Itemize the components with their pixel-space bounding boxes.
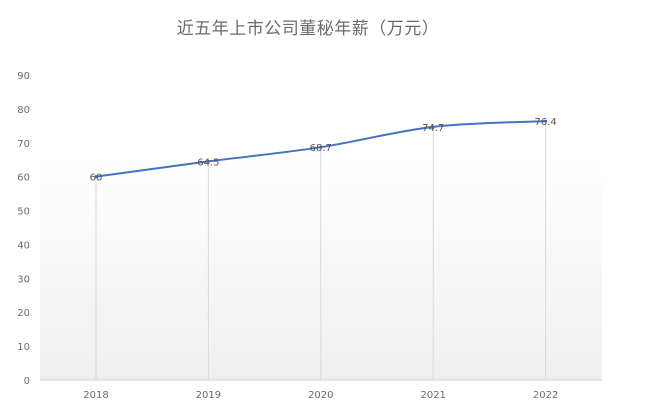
x-tick-label: 2021: [420, 390, 445, 401]
data-label: 74.7: [422, 123, 444, 134]
y-tick-label: 60: [17, 173, 30, 184]
chart-title: 近五年上市公司董秘年薪（万元）: [176, 19, 440, 39]
y-tick-label: 10: [17, 342, 30, 353]
x-tick-label: 2018: [83, 390, 108, 401]
data-point: [319, 145, 323, 149]
data-point: [94, 175, 98, 179]
x-tick-label: 2020: [308, 390, 333, 401]
y-tick-label: 50: [17, 207, 30, 218]
y-tick-label: 70: [17, 139, 30, 150]
data-point: [206, 159, 210, 163]
data-label: 68.7: [310, 143, 332, 154]
y-tick-label: 30: [17, 274, 30, 285]
data-label: 60: [90, 173, 103, 184]
data-point: [431, 125, 435, 129]
y-tick-label: 80: [17, 105, 30, 116]
x-tick-label: 2019: [196, 390, 221, 401]
y-tick-label: 20: [17, 308, 30, 319]
y-tick-label: 40: [17, 240, 30, 251]
y-tick-label: 90: [17, 71, 30, 82]
data-label: 76.4: [534, 117, 556, 128]
data-point: [544, 119, 548, 123]
data-label: 64.5: [197, 157, 219, 168]
y-tick-label: 0: [24, 376, 30, 387]
x-tick-label: 2022: [533, 390, 558, 401]
